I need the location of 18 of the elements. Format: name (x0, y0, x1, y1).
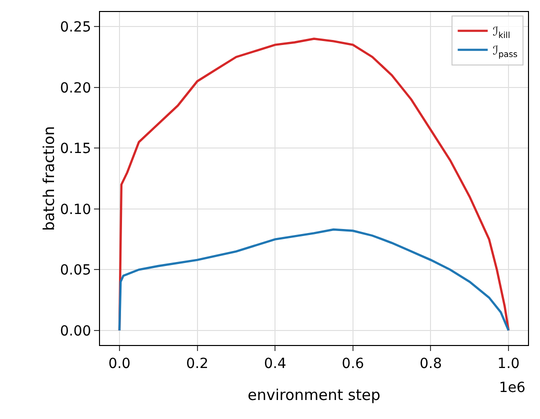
y-axis-title: batch fraction (40, 126, 58, 231)
y-tick-label: 0.25 (60, 19, 92, 36)
x-tick-label: 0.4 (264, 356, 286, 372)
text: 1e6 (499, 380, 526, 396)
y-tick-label: 0.10 (60, 202, 92, 218)
x-tick-label: 0.2 (186, 356, 208, 372)
x-axis-title: environment step (248, 386, 380, 404)
x-tick-label: 0.6 (342, 356, 364, 372)
x-tick-label: 0.0 (108, 356, 131, 372)
y-tick-label: 0.20 (60, 80, 92, 96)
line-series (118, 228, 510, 332)
x-tick-label: 0.8 (420, 356, 442, 372)
y-tick-label: 0.05 (60, 262, 92, 279)
legend-label: ℐ$_{pass}$ (492, 44, 518, 60)
y-tick-label: 0.00 (60, 323, 92, 340)
legend-label: ℐ$_{kill}$ (492, 24, 510, 40)
y-tick-label: 0.15 (60, 141, 92, 158)
x-tick-label: 1.0 (497, 356, 520, 372)
